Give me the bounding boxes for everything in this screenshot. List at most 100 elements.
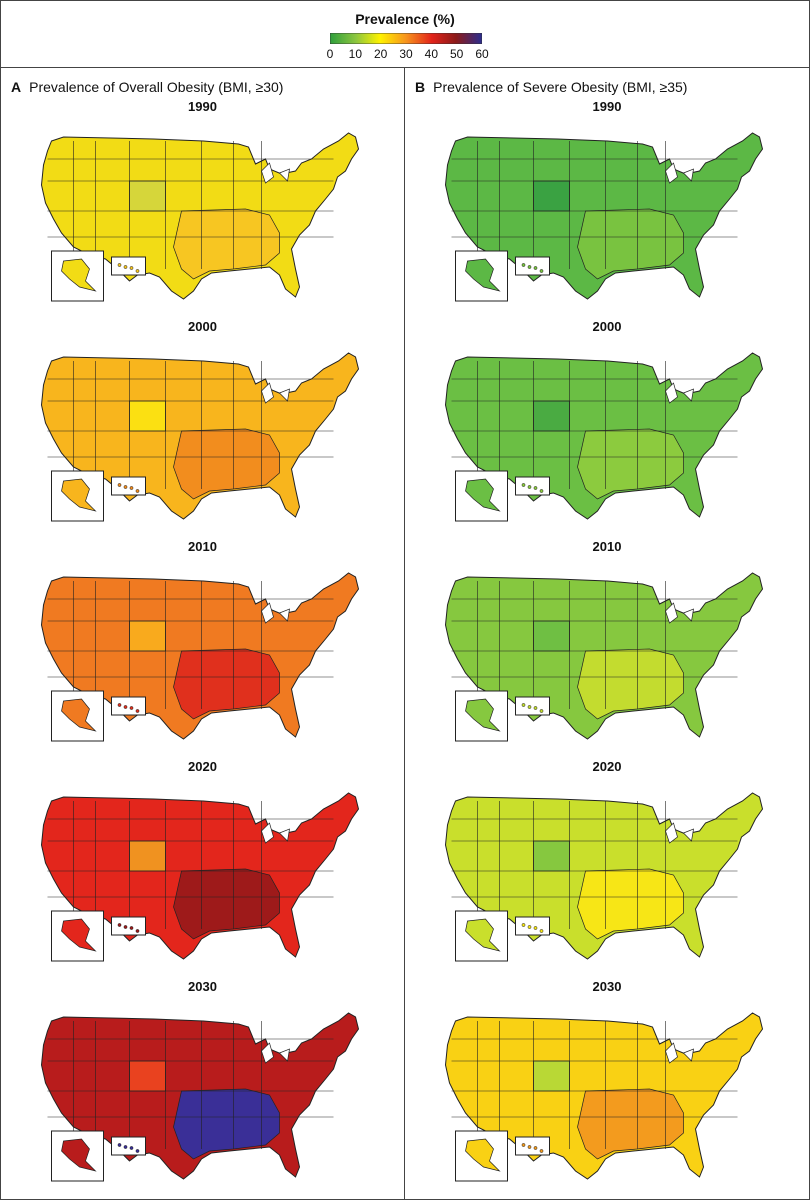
great-lake bbox=[665, 162, 678, 184]
great-lake bbox=[278, 608, 290, 622]
map-year-label: 2030 bbox=[188, 979, 217, 994]
legend-tick-30: 30 bbox=[399, 47, 413, 61]
hawaii-inset bbox=[515, 916, 550, 936]
southern-states-region bbox=[173, 208, 280, 280]
mountain-states-region bbox=[533, 1060, 570, 1092]
southern-states-region bbox=[577, 648, 684, 720]
alaska-inset bbox=[455, 910, 508, 962]
us-state-map bbox=[40, 792, 360, 962]
great-lake bbox=[665, 602, 678, 624]
legend-tick-20: 20 bbox=[373, 47, 388, 61]
legend-tick-50: 50 bbox=[449, 47, 464, 61]
map-2010: 2010 bbox=[405, 539, 809, 755]
panel-a: A Prevalence of Overall Obesity (BMI, ≥30… bbox=[1, 67, 405, 1200]
us-state-map bbox=[444, 572, 764, 742]
alaska-inset bbox=[51, 1130, 104, 1182]
map-2020: 2020 bbox=[1, 759, 404, 975]
panel-b-title: B Prevalence of Severe Obesity (BMI, ≥35) bbox=[415, 79, 687, 95]
panel-b-heading: Prevalence of Severe Obesity (BMI, ≥35) bbox=[433, 79, 688, 95]
state-borders bbox=[451, 141, 738, 269]
state-borders bbox=[47, 1021, 334, 1149]
map-year-label: 2000 bbox=[592, 319, 622, 334]
panel-a-title: A Prevalence of Overall Obesity (BMI, ≥30… bbox=[11, 79, 283, 95]
mountain-states-region bbox=[533, 180, 570, 212]
state-borders bbox=[451, 581, 738, 709]
state-borders bbox=[47, 361, 334, 489]
map-year-label: 1990 bbox=[188, 99, 217, 114]
hawaii-inset bbox=[515, 256, 550, 276]
great-lake bbox=[682, 828, 694, 842]
map-2020: 2020 bbox=[405, 759, 809, 975]
great-lake bbox=[278, 828, 290, 842]
hawaii-inset bbox=[111, 916, 146, 936]
southern-states-region bbox=[577, 208, 684, 280]
great-lake bbox=[278, 388, 290, 402]
southern-states-region bbox=[577, 1088, 684, 1160]
map-year-label: 1990 bbox=[592, 99, 622, 114]
great-lake bbox=[261, 382, 274, 404]
us-state-map bbox=[444, 352, 764, 522]
alaska-inset bbox=[51, 690, 104, 742]
us-state-map bbox=[444, 792, 764, 962]
legend-tick-0: 0 bbox=[326, 47, 334, 61]
alaska-inset bbox=[455, 470, 508, 522]
mountain-states-region bbox=[129, 400, 166, 432]
mountain-states-region bbox=[533, 400, 570, 432]
southern-states-region bbox=[173, 868, 280, 940]
map-2000: 2000 bbox=[405, 319, 809, 535]
state-borders bbox=[47, 801, 334, 929]
alaska-inset bbox=[51, 470, 104, 522]
alaska-inset bbox=[51, 910, 104, 962]
mountain-states-region bbox=[129, 1060, 166, 1092]
map-year-label: 2000 bbox=[188, 319, 217, 334]
color-legend: Prevalence (%) 0 10 20 30 40 50 60 bbox=[1, 1, 809, 68]
great-lake bbox=[261, 602, 274, 624]
southern-states-region bbox=[173, 428, 280, 500]
map-year-label: 2020 bbox=[188, 759, 217, 774]
mountain-states-region bbox=[129, 620, 166, 652]
panel-a-heading: Prevalence of Overall Obesity (BMI, ≥30) bbox=[29, 79, 284, 95]
southern-states-region bbox=[577, 428, 684, 500]
state-borders bbox=[451, 801, 738, 929]
us-state-map bbox=[40, 1012, 360, 1182]
hawaii-inset bbox=[111, 256, 146, 276]
hawaii-inset bbox=[515, 1136, 550, 1156]
great-lake bbox=[682, 1048, 694, 1062]
map-2030: 2030 bbox=[1, 979, 404, 1195]
map-year-label: 2030 bbox=[592, 979, 622, 994]
state-borders bbox=[47, 581, 334, 709]
alaska-inset bbox=[455, 250, 508, 302]
great-lake bbox=[261, 1042, 274, 1064]
great-lake bbox=[278, 168, 290, 182]
alaska-inset bbox=[455, 690, 508, 742]
map-1990: 1990 bbox=[405, 99, 809, 315]
state-borders bbox=[47, 141, 334, 269]
southern-states-region bbox=[173, 1088, 280, 1160]
legend-tick-40: 40 bbox=[424, 47, 438, 61]
map-1990: 1990 bbox=[1, 99, 404, 315]
panel-a-letter: A bbox=[11, 79, 22, 95]
legend-tick-10: 10 bbox=[348, 47, 362, 61]
us-state-map bbox=[40, 572, 360, 742]
panel-b: B Prevalence of Severe Obesity (BMI, ≥35)… bbox=[405, 67, 809, 1200]
mountain-states-region bbox=[129, 180, 166, 212]
legend-title: Prevalence (%) bbox=[355, 11, 455, 27]
state-borders bbox=[451, 361, 738, 489]
alaska-inset bbox=[455, 1130, 508, 1182]
map-year-label: 2010 bbox=[188, 539, 217, 554]
hawaii-inset bbox=[515, 476, 550, 496]
hawaii-inset bbox=[111, 696, 146, 716]
mountain-states-region bbox=[533, 840, 570, 872]
great-lake bbox=[682, 168, 694, 182]
southern-states-region bbox=[577, 868, 684, 940]
map-year-label: 2010 bbox=[592, 539, 622, 554]
alaska-inset bbox=[51, 250, 104, 302]
map-2010: 2010 bbox=[1, 539, 404, 755]
great-lake bbox=[261, 822, 274, 844]
great-lake bbox=[665, 822, 678, 844]
hawaii-inset bbox=[111, 476, 146, 496]
great-lake bbox=[261, 162, 274, 184]
legend-tick-60: 60 bbox=[475, 47, 489, 61]
great-lake bbox=[665, 1042, 678, 1064]
